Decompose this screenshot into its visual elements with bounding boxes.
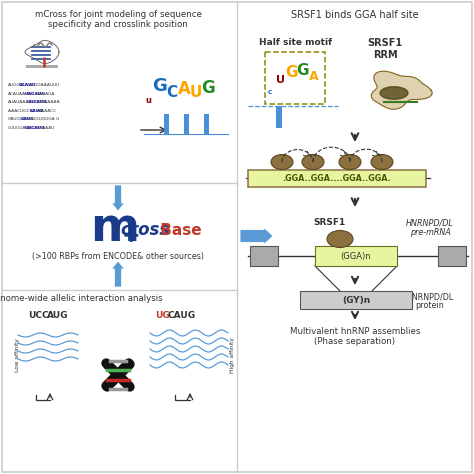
- Text: .GGA..GGA....GGA..GGA.: .GGA..GGA....GGA..GGA.: [283, 174, 392, 183]
- Text: AUG: AUG: [47, 310, 69, 319]
- Text: pre-mRNA: pre-mRNA: [410, 228, 450, 237]
- FancyArrow shape: [111, 185, 125, 211]
- Text: (>100 RBPs from ENCODE& other sources): (>100 RBPs from ENCODE& other sources): [32, 252, 204, 261]
- Polygon shape: [371, 71, 432, 109]
- Text: +: +: [122, 226, 141, 246]
- Text: SRSF1: SRSF1: [314, 218, 346, 227]
- Text: AUGGAU: AUGGAU: [8, 83, 27, 87]
- Polygon shape: [380, 87, 408, 99]
- Bar: [300, 291, 412, 309]
- Text: A: A: [309, 70, 319, 83]
- Text: UG: UG: [155, 310, 170, 319]
- Text: UGCAUG: UGCAUG: [25, 91, 46, 95]
- Text: Genome-wide allelic interaction analysis: Genome-wide allelic interaction analysis: [0, 294, 162, 303]
- Text: UCC: UCC: [28, 310, 49, 319]
- Text: Base: Base: [155, 222, 201, 237]
- Bar: [250, 246, 278, 266]
- Text: CAUAGA: CAUAGA: [37, 91, 55, 95]
- Text: ACGGAAAUUU: ACGGAAAUUU: [29, 83, 61, 87]
- Text: GCAUG: GCAUG: [19, 83, 36, 87]
- Ellipse shape: [302, 155, 324, 170]
- Text: protein: protein: [416, 301, 444, 310]
- FancyBboxPatch shape: [248, 170, 426, 187]
- Text: G: G: [286, 65, 298, 80]
- Ellipse shape: [371, 155, 393, 170]
- Bar: [204, 114, 209, 134]
- Text: SRSF1 binds GGA half site: SRSF1 binds GGA half site: [291, 10, 419, 20]
- Ellipse shape: [327, 230, 353, 247]
- Text: GAUGUUG: GAUGUUG: [8, 117, 30, 121]
- Text: UGCAUG: UGCAUG: [25, 126, 46, 129]
- Text: CAUG: CAUG: [168, 310, 196, 319]
- Bar: [276, 106, 282, 128]
- Text: CAUG: CAUG: [30, 109, 44, 112]
- Text: U: U: [190, 85, 202, 100]
- Text: CUAAAAA: CUAAAAA: [39, 100, 60, 104]
- Text: CCAAAU: CCAAAU: [37, 126, 55, 129]
- Text: G: G: [201, 79, 215, 97]
- Text: ACAUAACAG: ACAUAACAG: [8, 91, 35, 95]
- Text: High affinity: High affinity: [230, 337, 235, 373]
- Text: CUUUUAUAG: CUUUUAUAG: [8, 126, 36, 129]
- Text: C: C: [166, 85, 178, 100]
- Text: u: u: [145, 96, 151, 105]
- FancyArrow shape: [111, 261, 125, 287]
- Text: HNRNPD/DL: HNRNPD/DL: [406, 218, 454, 227]
- Bar: [26, 65, 58, 68]
- Text: (GY)n: (GY)n: [342, 295, 370, 304]
- Text: (GGA)n: (GGA)n: [341, 252, 371, 261]
- Text: Half site motif: Half site motif: [259, 38, 333, 47]
- Bar: [184, 114, 189, 134]
- Ellipse shape: [339, 155, 361, 170]
- Bar: [438, 246, 466, 266]
- Text: m: m: [90, 206, 139, 250]
- Text: U: U: [276, 75, 285, 85]
- Text: HNRNPD/DL: HNRNPD/DL: [406, 292, 454, 301]
- Text: CAAACC: CAAACC: [38, 109, 56, 112]
- Text: Multivalent hnRNP assemblies
(Phase separation): Multivalent hnRNP assemblies (Phase sepa…: [290, 327, 420, 346]
- Bar: [164, 114, 169, 134]
- Text: AUAUAAAAUG: AUAUAAAAUG: [8, 100, 39, 104]
- Text: c: c: [268, 89, 272, 95]
- Text: UUGUGUGA G: UUGUGUGA G: [29, 117, 60, 121]
- Text: CAUG: CAUG: [21, 117, 35, 121]
- Text: G: G: [153, 77, 167, 95]
- FancyArrow shape: [240, 228, 273, 245]
- Text: Low affinity: Low affinity: [15, 338, 20, 372]
- Text: G: G: [297, 63, 309, 78]
- Text: UGCAUG: UGCAUG: [27, 100, 47, 104]
- Text: mCross for joint modeling of sequence
specificity and crosslink position: mCross for joint modeling of sequence sp…: [35, 10, 201, 29]
- Text: SRSF1
RRM: SRSF1 RRM: [367, 38, 402, 60]
- Bar: [265, 52, 325, 104]
- Text: AAACUGCAC AG: AAACUGCAC AG: [8, 109, 43, 112]
- Bar: [315, 246, 397, 266]
- Polygon shape: [25, 40, 59, 64]
- Ellipse shape: [271, 155, 293, 170]
- Text: cross: cross: [120, 221, 169, 239]
- Text: A: A: [178, 80, 191, 98]
